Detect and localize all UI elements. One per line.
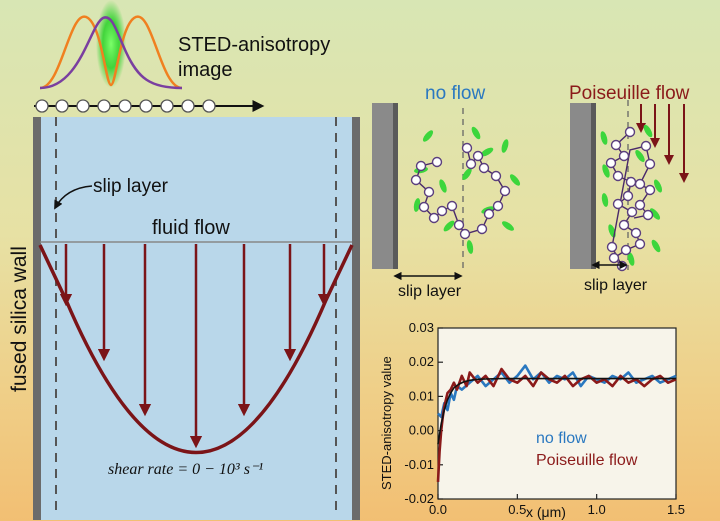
- y-tick-label: 0.03: [409, 320, 434, 335]
- poiseuille-slip-label: slip layer: [584, 277, 648, 294]
- wall-label: fused silica wall: [8, 246, 31, 392]
- poiseuille-beads: [605, 126, 656, 272]
- chart-plot-area: [437, 327, 677, 500]
- legend-poiseuille-flow: Poiseuille flow: [536, 452, 638, 469]
- channel-panel: slip layer fluid flow shear rate = 0 − 1…: [8, 117, 360, 520]
- poiseuille-title: Poiseuille flow: [569, 83, 690, 104]
- no-flow-panel: no flow sli: [372, 83, 521, 300]
- y-tick-label: -0.01: [404, 457, 434, 472]
- poiseuille-flow-arrows: [636, 104, 689, 183]
- y-tick-label: 0.00: [409, 423, 434, 438]
- right-wall: [352, 117, 360, 520]
- legend-no-flow: no flow: [536, 430, 587, 447]
- y-tick-label: 0.02: [409, 354, 434, 369]
- y-tick-label: -0.02: [404, 491, 434, 506]
- slip-layer-label: slip layer: [93, 176, 169, 197]
- poiseuille-panel: Poiseuille flow: [569, 83, 690, 294]
- series-fit-line: [437, 377, 676, 445]
- shear-rate-label: shear rate = 0 − 10³ s⁻¹: [108, 461, 263, 478]
- purple-psf-curve: [39, 16, 183, 90]
- sted-image-label-1: STED-anisotropy: [178, 34, 330, 56]
- sted-image-label-2: image: [178, 59, 232, 81]
- no-flow-slip-label: slip layer: [398, 283, 462, 300]
- sted-green-spot: [96, 0, 126, 88]
- fluid-flow-label: fluid flow: [152, 217, 230, 239]
- no-flow-beads: [410, 142, 511, 240]
- chart-ticks: 0.0 0.5 1.0 1.5 -0.02 -0.01 0.00 0.01 0.02 0.03: [404, 320, 685, 517]
- orange-psf-curve: [39, 15, 183, 90]
- x-tick-label: 1.0: [588, 502, 606, 517]
- anisotropy-chart: 0.0 0.5 1.0 1.5 -0.02 -0.01 0.00 0.01 0.02 0.03 x…: [379, 320, 685, 520]
- no-flow-title: no flow: [425, 83, 485, 104]
- x-tick-label: 1.5: [667, 502, 685, 517]
- x-tick-label: 0.5: [508, 502, 526, 517]
- velocity-arrows: [59, 244, 331, 449]
- x-tick-label: 0.0: [429, 502, 447, 517]
- velocity-profile: [38, 244, 354, 454]
- slip-layer-arrow: [54, 185, 93, 210]
- poiseuille-dyes: [600, 124, 663, 266]
- psf-illustration: STED-anisotropy image: [34, 0, 330, 113]
- left-wall: [33, 117, 41, 520]
- series-poiseuille-flow-line: [436, 367, 677, 482]
- chart-x-axis-label: x (μm): [526, 504, 566, 520]
- y-tick-label: 0.01: [409, 388, 434, 403]
- scan-points: [35, 99, 216, 113]
- chart-y-axis-label: STED-anisotropy value: [379, 356, 394, 490]
- chart-series-group: [436, 364, 677, 482]
- channel-fluid: [40, 117, 356, 520]
